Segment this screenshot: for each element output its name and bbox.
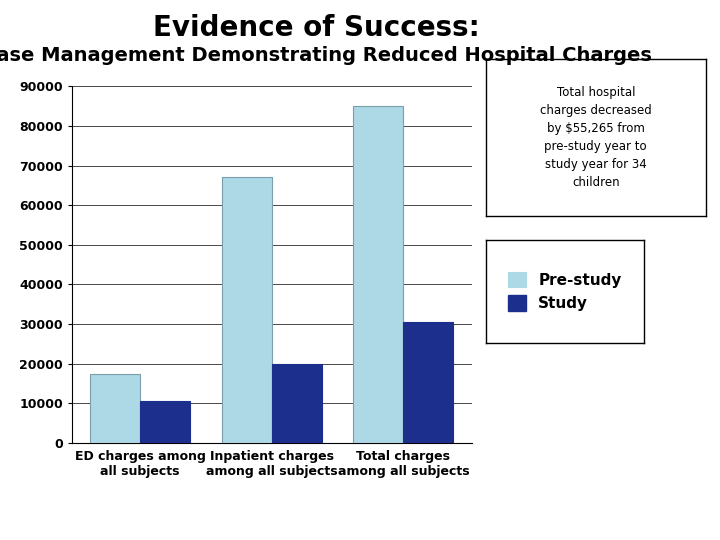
Bar [140,401,190,443]
Text: Total hospital
charges decreased
by $55,265 from
pre-study year to
study year fo: Total hospital charges decreased by $55,… [540,86,652,189]
Bar [354,106,403,443]
Text: Case Management Demonstrating Reduced Hospital Charges: Case Management Demonstrating Reduced Ho… [0,46,652,65]
Text: Evidence of Success:: Evidence of Success: [153,14,480,42]
Bar [222,178,272,443]
Bar [90,374,140,443]
Text: Communities in Action for Asthma-Friendly Environments: Communities in Action for Asthma-Friendl… [359,516,698,529]
Bar [272,363,322,443]
Legend: Pre-study, Study: Pre-study, Study [502,266,628,318]
Bar [403,322,454,443]
